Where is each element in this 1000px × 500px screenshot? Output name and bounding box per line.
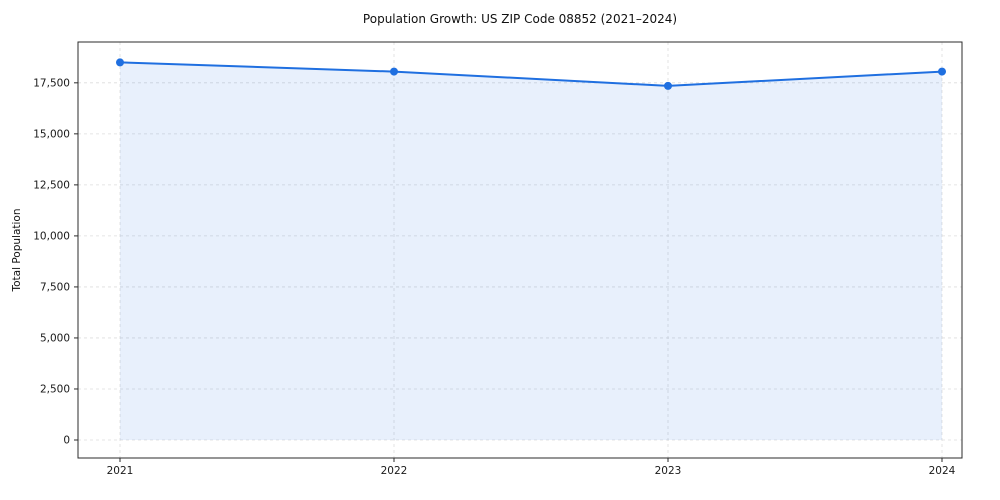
y-tick-label: 7,500 [40,281,70,293]
x-tick-label: 2021 [107,465,134,477]
y-tick-label: 15,000 [33,128,70,140]
data-point-marker [390,67,398,76]
y-tick-label: 2,500 [40,383,70,395]
y-tick-label: 10,000 [33,230,70,242]
tick-labels: 0 2,500 5,000 7,500 10,000 12,500 15,000 17,500… [33,77,955,477]
axes-spines [77,41,963,459]
y-tick-label: 12,500 [33,179,70,191]
x-tick-label: 2024 [929,465,956,477]
data-point-marker [938,67,946,76]
chart-title: Population Growth: US ZIP Code 08852 (20… [362,12,678,26]
y-tick-label: 0 [63,435,70,447]
y-tick-label: 17,500 [33,77,70,89]
data-point-marker [116,58,124,67]
data-point-markers [116,58,946,90]
area-fill [120,62,942,441]
y-tick-label: 5,000 [40,332,70,344]
data-point-marker [664,81,672,90]
x-tick-label: 2022 [381,465,408,477]
data-line [119,61,943,87]
tick-marks [74,82,943,462]
x-tick-label: 2023 [655,465,682,477]
plot-area [78,42,962,458]
